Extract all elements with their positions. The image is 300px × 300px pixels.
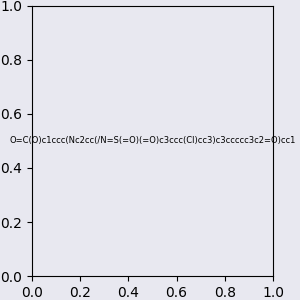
Text: O=C(O)c1ccc(Nc2cc(/N=S(=O)(=O)c3ccc(Cl)cc3)c3ccccc3c2=O)cc1: O=C(O)c1ccc(Nc2cc(/N=S(=O)(=O)c3ccc(Cl)c… [9, 136, 296, 146]
